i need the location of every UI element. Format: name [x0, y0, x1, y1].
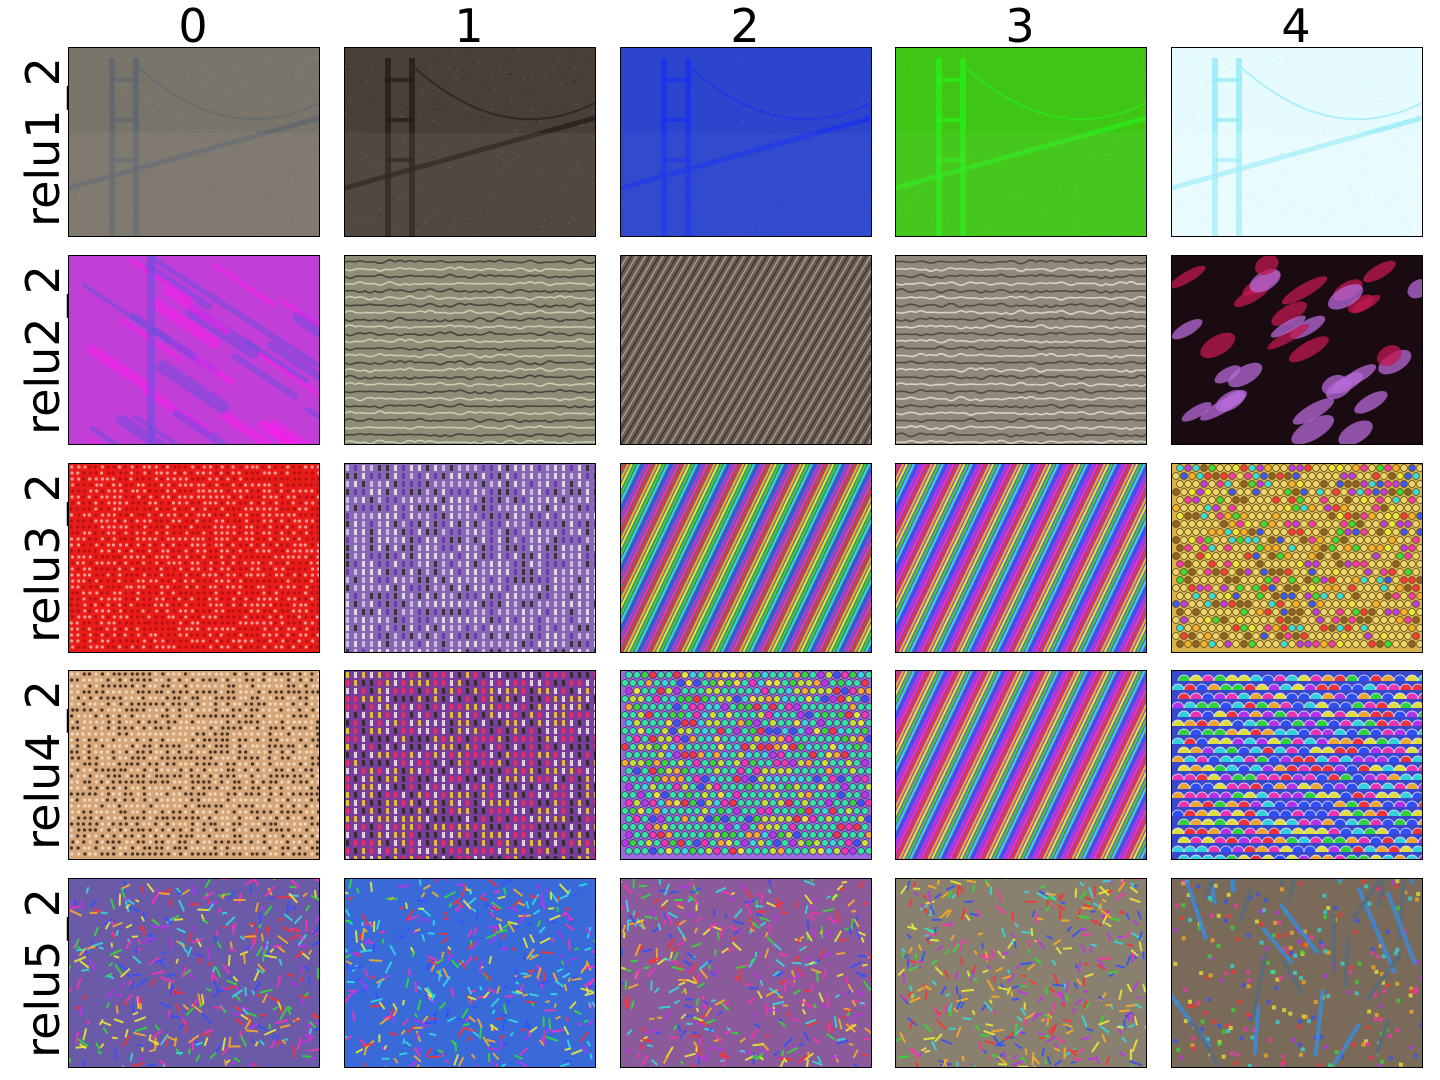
column-label-0: 0 — [178, 0, 208, 53]
feature-visualization-image — [621, 671, 871, 859]
feature-visualization-image — [345, 48, 595, 236]
feature-visualization-image — [621, 256, 871, 444]
panel-relu2-2-4 — [1171, 255, 1423, 445]
row-label-text: relu4_2 — [16, 680, 71, 850]
panel-relu4-2-2 — [620, 670, 872, 860]
feature-visualization-image — [1172, 879, 1422, 1067]
feature-visualization-image — [896, 256, 1146, 444]
feature-visualization-image — [345, 256, 595, 444]
feature-visualization-image — [896, 48, 1146, 236]
feature-visualization-image — [69, 256, 319, 444]
row-label-text: relu1_2 — [16, 57, 71, 227]
feature-visualization-image — [345, 464, 595, 652]
panel-relu5-2-3 — [895, 878, 1147, 1068]
row-label-text: relu2_2 — [16, 265, 71, 435]
feature-visualization-image — [896, 671, 1146, 859]
row-label-text: relu5_2 — [16, 888, 71, 1058]
row-label-relu3-2: relu3_2 — [16, 463, 71, 653]
row-label-relu4-2: relu4_2 — [16, 670, 71, 860]
feature-visualization-image — [1172, 464, 1422, 652]
panel-relu1-2-0 — [68, 47, 320, 237]
panel-relu5-2-0 — [68, 878, 320, 1068]
panel-relu4-2-0 — [68, 670, 320, 860]
column-label-4: 4 — [1281, 0, 1311, 53]
feature-visualization-image — [621, 464, 871, 652]
panel-relu2-2-1 — [344, 255, 596, 445]
panel-relu4-2-3 — [895, 670, 1147, 860]
panel-relu3-2-1 — [344, 463, 596, 653]
feature-visualization-image — [345, 671, 595, 859]
row-label-relu5-2: relu5_2 — [16, 878, 71, 1068]
column-label-3: 3 — [1005, 0, 1035, 53]
column-label-2: 2 — [730, 0, 760, 53]
column-label-1: 1 — [454, 0, 484, 53]
panel-relu2-2-0 — [68, 255, 320, 445]
panel-relu4-2-1 — [344, 670, 596, 860]
row-label-relu1-2: relu1_2 — [16, 47, 71, 237]
panel-relu2-2-2 — [620, 255, 872, 445]
panel-relu2-2-3 — [895, 255, 1147, 445]
panel-relu5-2-1 — [344, 878, 596, 1068]
feature-visualization-image — [1172, 256, 1422, 444]
feature-visualization-image — [1172, 671, 1422, 859]
feature-visualization-image — [69, 464, 319, 652]
panel-relu5-2-2 — [620, 878, 872, 1068]
panel-relu3-2-4 — [1171, 463, 1423, 653]
panel-relu3-2-2 — [620, 463, 872, 653]
panel-relu5-2-4 — [1171, 878, 1423, 1068]
feature-visualization-image — [896, 464, 1146, 652]
feature-visualization-image — [621, 879, 871, 1067]
panel-relu1-2-1 — [344, 47, 596, 237]
row-label-text: relu3_2 — [16, 473, 71, 643]
feature-visualization-image — [621, 48, 871, 236]
panel-relu1-2-4 — [1171, 47, 1423, 237]
panel-relu3-2-0 — [68, 463, 320, 653]
feature-visualization-image — [69, 671, 319, 859]
feature-visualization-image — [1172, 48, 1422, 236]
feature-visualization-image — [69, 879, 319, 1067]
panel-relu3-2-3 — [895, 463, 1147, 653]
panel-relu1-2-2 — [620, 47, 872, 237]
panel-relu4-2-4 — [1171, 670, 1423, 860]
panel-relu1-2-3 — [895, 47, 1147, 237]
row-label-relu2-2: relu2_2 — [16, 255, 71, 445]
feature-visualization-image — [69, 48, 319, 236]
feature-visualization-image — [896, 879, 1146, 1067]
feature-visualization-image — [345, 879, 595, 1067]
